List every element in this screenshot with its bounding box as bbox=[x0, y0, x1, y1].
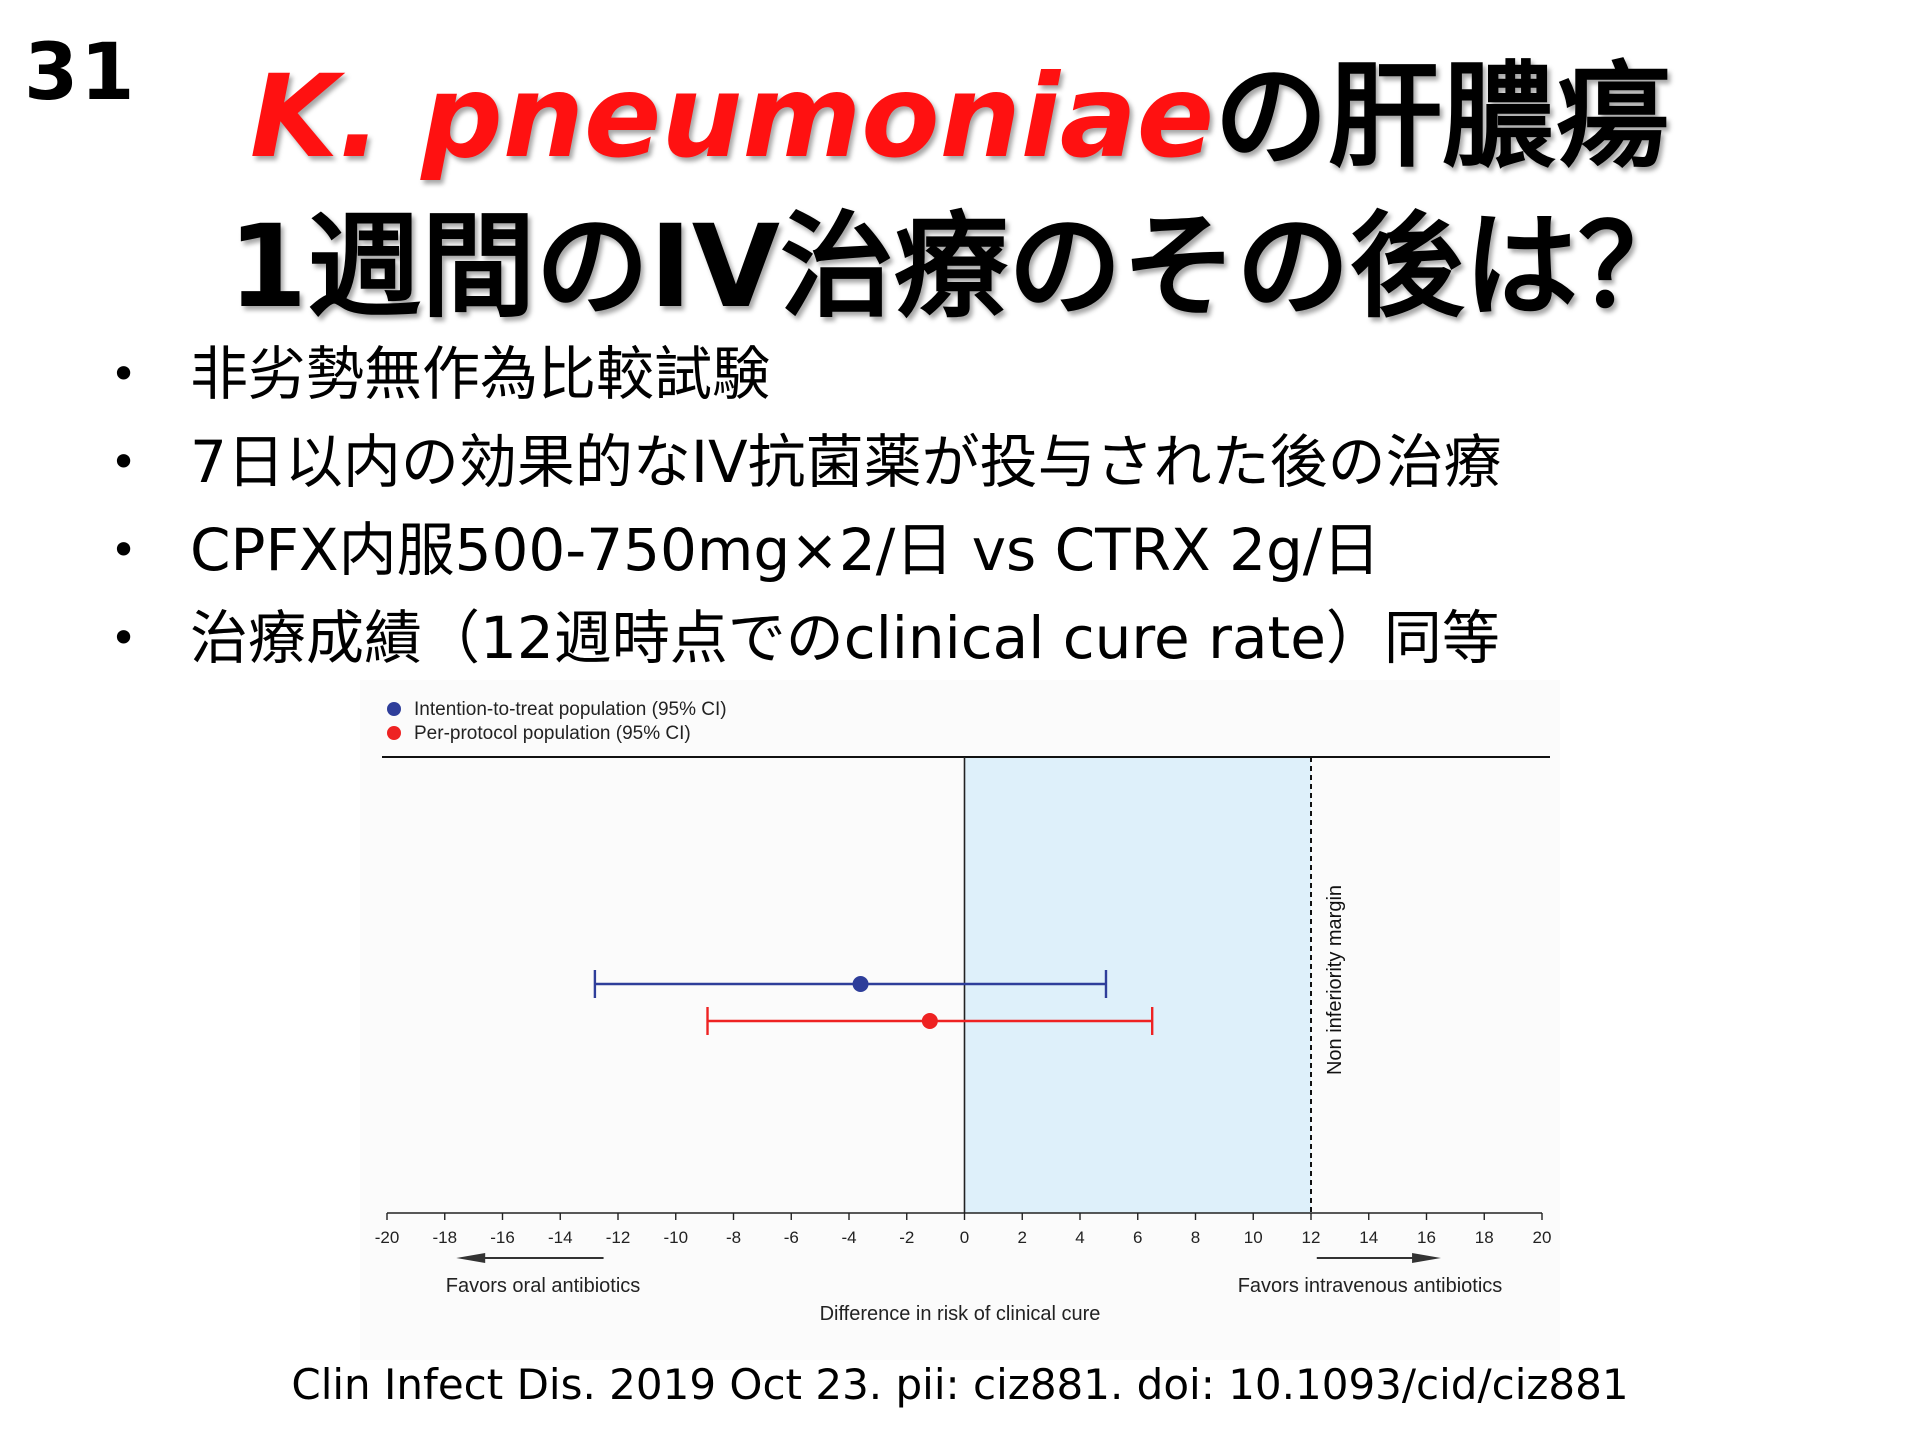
favors-right-label: Favors intravenous antibiotics bbox=[1238, 1275, 1503, 1297]
x-tick-label: 6 bbox=[1133, 1228, 1142, 1247]
title-organism: K. pneumoniae bbox=[249, 50, 1215, 183]
x-tick-label: -10 bbox=[663, 1228, 688, 1247]
x-tick-label: -16 bbox=[490, 1228, 515, 1247]
bullet-item: 7日以内の効果的なIV抗菌薬が投与された後の治療 bbox=[110, 418, 1502, 506]
x-axis-label: Difference in risk of clinical cure bbox=[820, 1303, 1101, 1325]
slide-title-line2: 1週間のIV治療のその後は？ bbox=[228, 200, 1692, 333]
chart-legend: Intention-to-treat population (95% CI) P… bbox=[387, 699, 727, 744]
x-tick-label: 16 bbox=[1417, 1228, 1436, 1247]
x-tick-label: 8 bbox=[1191, 1228, 1200, 1247]
x-tick-label: -4 bbox=[841, 1228, 856, 1247]
legend-label-itt: Intention-to-treat population (95% CI) bbox=[414, 699, 727, 720]
favors-left-label: Favors oral antibiotics bbox=[446, 1275, 641, 1297]
point-estimate bbox=[852, 976, 869, 992]
bullet-item: CPFX内服500-750mg×2/日 vs CTRX 2g/日 bbox=[110, 506, 1502, 594]
series-pp bbox=[706, 1007, 1154, 1035]
forest-plot: Intention-to-treat population (95% CI) P… bbox=[360, 680, 1560, 1360]
slide-number: 31 bbox=[24, 28, 137, 118]
series-itt bbox=[593, 970, 1108, 998]
bullet-list: 非劣勢無作為比較試験 7日以内の効果的なIV抗菌薬が投与された後の治療 CPFX… bbox=[110, 330, 1502, 682]
x-tick-label: -18 bbox=[432, 1228, 457, 1247]
x-tick-label: 2 bbox=[1018, 1228, 1027, 1247]
x-tick-label: 14 bbox=[1359, 1228, 1378, 1247]
x-tick-label: -6 bbox=[784, 1228, 799, 1247]
favors-left-arrowhead bbox=[456, 1253, 486, 1263]
legend-marker-pp bbox=[387, 726, 401, 740]
legend-label-pp: Per-protocol population (95% CI) bbox=[414, 723, 691, 744]
point-estimate bbox=[921, 1013, 938, 1029]
x-tick-label: 10 bbox=[1244, 1228, 1263, 1247]
x-tick-label: -12 bbox=[606, 1228, 631, 1247]
x-tick-label: 18 bbox=[1475, 1228, 1494, 1247]
bullet-item: 非劣勢無作為比較試験 bbox=[110, 330, 1502, 418]
x-tick-label: -2 bbox=[899, 1228, 914, 1247]
x-tick-label: -8 bbox=[726, 1228, 741, 1247]
x-tick-label: -20 bbox=[375, 1228, 400, 1247]
bullet-item: 治療成績（12週時点でのclinical cure rate）同等 bbox=[110, 594, 1502, 682]
x-tick-label: 12 bbox=[1302, 1228, 1321, 1247]
margin-label: Non inferiority margin bbox=[1324, 885, 1346, 1075]
citation: Clin Infect Dis. 2019 Oct 23. pii: ciz88… bbox=[291, 1360, 1629, 1409]
x-tick-label: 4 bbox=[1075, 1228, 1084, 1247]
x-tick-label: 20 bbox=[1533, 1228, 1552, 1247]
title-condition: の肝膿瘍 bbox=[1214, 50, 1671, 183]
x-tick-label: 0 bbox=[960, 1228, 969, 1247]
forest-plot-svg: Intention-to-treat population (95% CI) P… bbox=[360, 680, 1560, 1360]
x-tick-label: -14 bbox=[548, 1228, 573, 1247]
legend-marker-itt bbox=[387, 702, 401, 716]
favors-right-arrowhead bbox=[1412, 1253, 1441, 1263]
slide-title-line1: K. pneumoniaeの肝膿瘍 bbox=[0, 60, 1920, 174]
